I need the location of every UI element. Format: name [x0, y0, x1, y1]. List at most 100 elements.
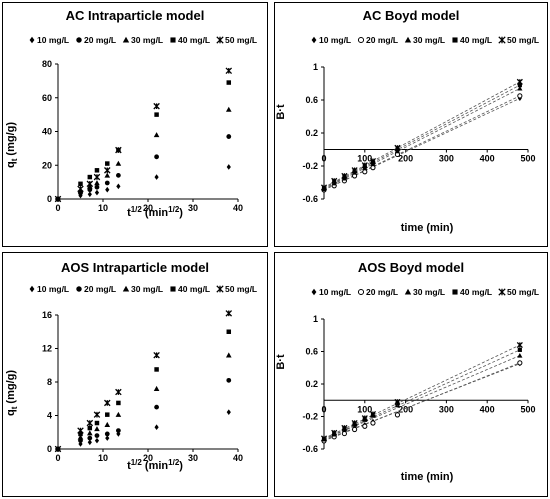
y-tick-label: -0.6	[302, 444, 318, 454]
data-point	[154, 424, 159, 431]
x-axis-label-part: 1/2	[168, 458, 180, 467]
y-tick-label: 60	[42, 93, 52, 103]
data-point	[115, 388, 122, 396]
chart-title: AOS Boyd model	[358, 260, 464, 275]
fit-line	[323, 344, 521, 439]
series-5	[54, 67, 233, 203]
data-point	[116, 431, 121, 437]
data-point	[394, 398, 401, 405]
data-point	[104, 172, 111, 178]
data-point	[87, 191, 92, 198]
data-point	[54, 445, 62, 453]
data-point	[517, 93, 523, 99]
legend-marker-1	[311, 36, 317, 44]
legend-marker-3	[122, 36, 130, 43]
legend-entry-2: 20 mg/L	[84, 35, 116, 45]
legend-marker-5	[498, 288, 506, 296]
legend-entry-5: 50 mg/L	[225, 35, 257, 45]
legend-entry-3: 30 mg/L	[131, 35, 163, 45]
data-point	[86, 419, 94, 427]
data-point	[116, 400, 121, 406]
data-point	[226, 80, 232, 85]
data-point	[105, 412, 110, 417]
data-point	[226, 377, 232, 383]
legend-entry-3: 30 mg/L	[413, 35, 445, 45]
y-axis-label-part: (mg/g)	[5, 370, 17, 407]
x-tick-label: 300	[439, 404, 454, 414]
x-axis-label-part: 1/2	[131, 205, 143, 214]
legend-entry-5: 50 mg/L	[507, 287, 539, 297]
y-tick-label: 4	[47, 411, 52, 421]
legend-marker-1	[29, 285, 35, 293]
legend-marker-3	[404, 288, 412, 295]
fit-line	[323, 362, 520, 442]
data-point	[54, 195, 62, 203]
y-tick-label: 0.2	[305, 379, 318, 389]
x-axis-label-part: 1/2	[131, 458, 143, 467]
x-tick-label: 10	[98, 203, 108, 213]
legend-entry-4: 40 mg/L	[460, 287, 492, 297]
chart-title: AC Boyd model	[363, 8, 460, 23]
x-tick-label: 300	[439, 154, 454, 164]
x-tick-label: 20	[143, 453, 153, 463]
data-point	[517, 352, 523, 358]
data-point	[115, 146, 122, 154]
data-point	[77, 185, 84, 193]
legend-entry-2: 20 mg/L	[366, 35, 398, 45]
panel-frame	[2, 252, 268, 497]
y-tick-label: 12	[42, 344, 52, 354]
x-axis-label-part: )	[179, 207, 183, 219]
y-tick-label: -0.2	[302, 412, 318, 422]
legend-entry-5: 50 mg/L	[507, 35, 539, 45]
legend-marker-4	[170, 37, 176, 43]
chart-panel-1: AC Intraparticle model 10 mg/L 20 mg/L 30 m…	[2, 2, 268, 247]
data-point	[361, 415, 368, 422]
legend-marker-4	[170, 286, 176, 292]
data-point	[154, 367, 159, 372]
legend: 10 mg/L 20 mg/L 30 mg/L 40 mg/L 50 mg/L	[311, 287, 539, 297]
legend-marker-4	[452, 289, 458, 295]
data-point	[225, 106, 232, 112]
x-tick-label: 200	[398, 404, 413, 414]
data-point	[225, 310, 233, 317]
data-point	[517, 360, 523, 366]
fit-line	[323, 81, 521, 188]
x-tick-label: 100	[357, 404, 372, 414]
legend: 10 mg/L 20 mg/L 30 mg/L 40 mg/L 50 mg/L	[311, 35, 539, 45]
y-tick-label: 0.6	[305, 95, 318, 105]
data-point	[517, 85, 523, 91]
y-axis-label-part: (mg/g)	[5, 122, 17, 159]
data-point	[516, 78, 523, 85]
data-point	[153, 351, 160, 359]
data-point	[93, 173, 101, 181]
data-point	[94, 433, 100, 438]
data-point	[331, 429, 338, 436]
legend-entry-1: 10 mg/L	[319, 35, 351, 45]
data-point	[78, 431, 83, 437]
x-tick-label: 40	[233, 453, 243, 463]
data-point	[362, 169, 368, 175]
chart-title: AOS Intraparticle model	[61, 260, 209, 275]
y-axis-label-part: t	[10, 406, 19, 409]
x-axis-label-part: (min	[142, 207, 169, 219]
legend-marker-1	[311, 288, 317, 296]
data-point	[369, 157, 377, 165]
legend-marker-3	[122, 285, 130, 292]
data-point	[104, 167, 111, 174]
data-point	[153, 102, 160, 110]
legend-marker-2	[76, 37, 82, 43]
x-axis-label: t1/2 (min1/2)	[127, 458, 183, 472]
chart-panel-4: AOS Boyd model 10 mg/L 20 mg/L 30 mg/L 40 mg…	[274, 252, 548, 497]
x-axis-label-part: )	[179, 460, 183, 472]
data-point	[104, 431, 110, 437]
chart-title: AC Intraparticle model	[66, 8, 205, 23]
data-point	[394, 144, 401, 151]
chart-panel-3: AOS Intraparticle model 10 mg/L 20 mg/L 30 …	[2, 252, 268, 497]
legend-entry-2: 20 mg/L	[84, 284, 116, 294]
data-point	[341, 430, 347, 437]
y-tick-label: 20	[42, 160, 52, 170]
data-point	[351, 419, 358, 427]
y-tick-label: 1	[313, 314, 318, 324]
data-point	[516, 341, 523, 349]
